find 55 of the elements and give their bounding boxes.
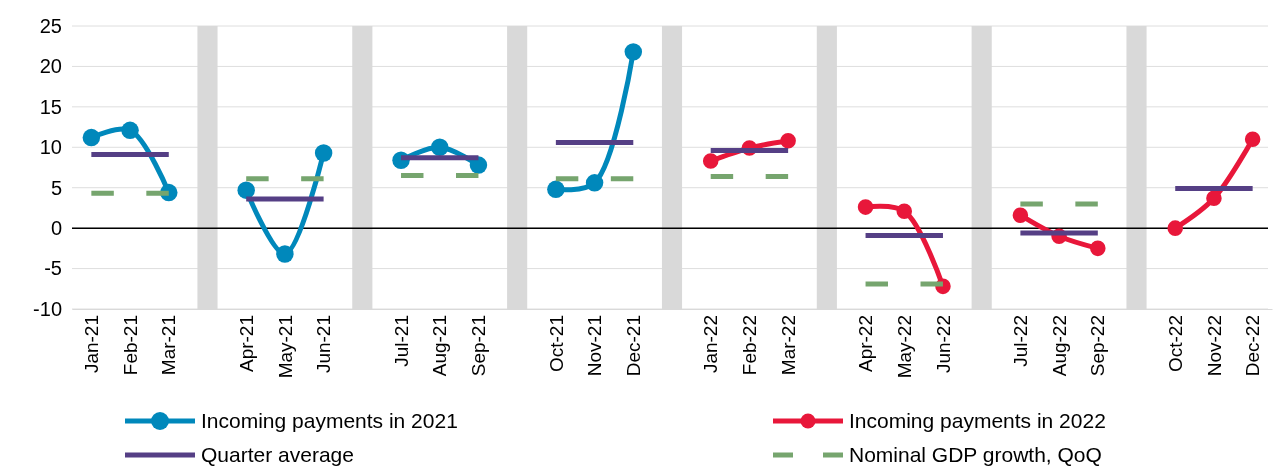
point [276, 245, 294, 263]
y-tick-label: 25 [39, 14, 62, 37]
x-tick-label: Oct-22 [1164, 315, 1186, 373]
x-tick-label: Jul-22 [1010, 315, 1032, 367]
x-tick-label: Jun-21 [313, 315, 335, 374]
y-tick-label: -10 [33, 297, 62, 320]
point [469, 156, 488, 174]
x-tick-label: May-22 [893, 315, 915, 379]
point [896, 203, 913, 219]
x-tick-label: Sep-22 [1087, 315, 1109, 377]
point [857, 199, 874, 215]
x-tick-label: Nov-21 [584, 315, 606, 377]
point [702, 153, 719, 169]
y-tick-label: 5 [50, 176, 62, 199]
point [780, 133, 796, 149]
point [82, 128, 101, 147]
point [1012, 207, 1029, 223]
x-tick-label: Jun-22 [932, 315, 954, 374]
point [1244, 131, 1261, 147]
x-tick-label: May-21 [274, 315, 296, 379]
x-tick-label: Apr-21 [235, 315, 257, 373]
point [1090, 240, 1106, 257]
point [314, 144, 333, 162]
point [585, 174, 604, 192]
x-tick-label: Jan-21 [81, 315, 102, 374]
x-tick-label: Apr-22 [855, 315, 877, 373]
y-tick-label: 20 [39, 55, 62, 78]
x-tick-label: Jul-21 [390, 315, 412, 367]
point [431, 138, 449, 157]
point [237, 181, 255, 199]
point [121, 121, 139, 140]
x-tick-label: Aug-22 [1048, 315, 1070, 377]
x-tick-label: Dec-22 [1242, 315, 1264, 377]
x-tick-label: Aug-21 [429, 315, 451, 377]
point [547, 180, 565, 199]
x-tick-label: Feb-21 [119, 315, 141, 376]
legend-label: Incoming payments in 2022 [849, 409, 1106, 433]
y-tick-label: -5 [44, 257, 62, 280]
y-tick-label: 10 [39, 136, 62, 159]
y-tick-label: 0 [50, 217, 62, 240]
x-tick-label: Mar-21 [158, 315, 180, 376]
point [1206, 190, 1222, 206]
legend-label: Nominal GDP growth, QoQ [849, 443, 1102, 467]
x-tick-label: Nov-22 [1203, 315, 1225, 377]
point [1167, 220, 1183, 236]
x-tick-label: Jan-22 [700, 315, 722, 374]
y-tick-label: 15 [39, 95, 62, 118]
point [624, 43, 643, 61]
legend-label: Quarter average [201, 443, 354, 467]
x-tick-label: Feb-22 [739, 315, 761, 376]
x-tick-label: Mar-22 [777, 315, 799, 376]
legend-label: Incoming payments in 2021 [201, 409, 458, 433]
x-tick-label: Oct-21 [545, 315, 567, 373]
x-tick-label: Sep-21 [468, 315, 490, 377]
x-tick-label: Dec-21 [622, 315, 644, 377]
